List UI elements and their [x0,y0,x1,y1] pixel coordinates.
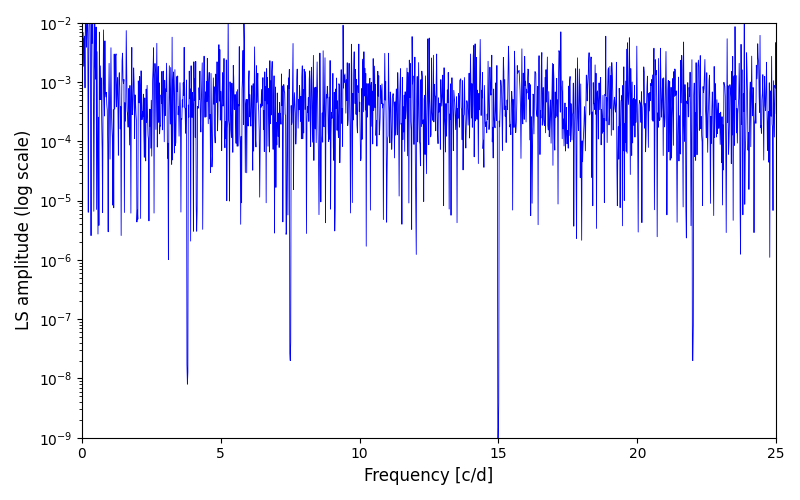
Y-axis label: LS amplitude (log scale): LS amplitude (log scale) [15,130,33,330]
X-axis label: Frequency [c/d]: Frequency [c/d] [364,467,494,485]
